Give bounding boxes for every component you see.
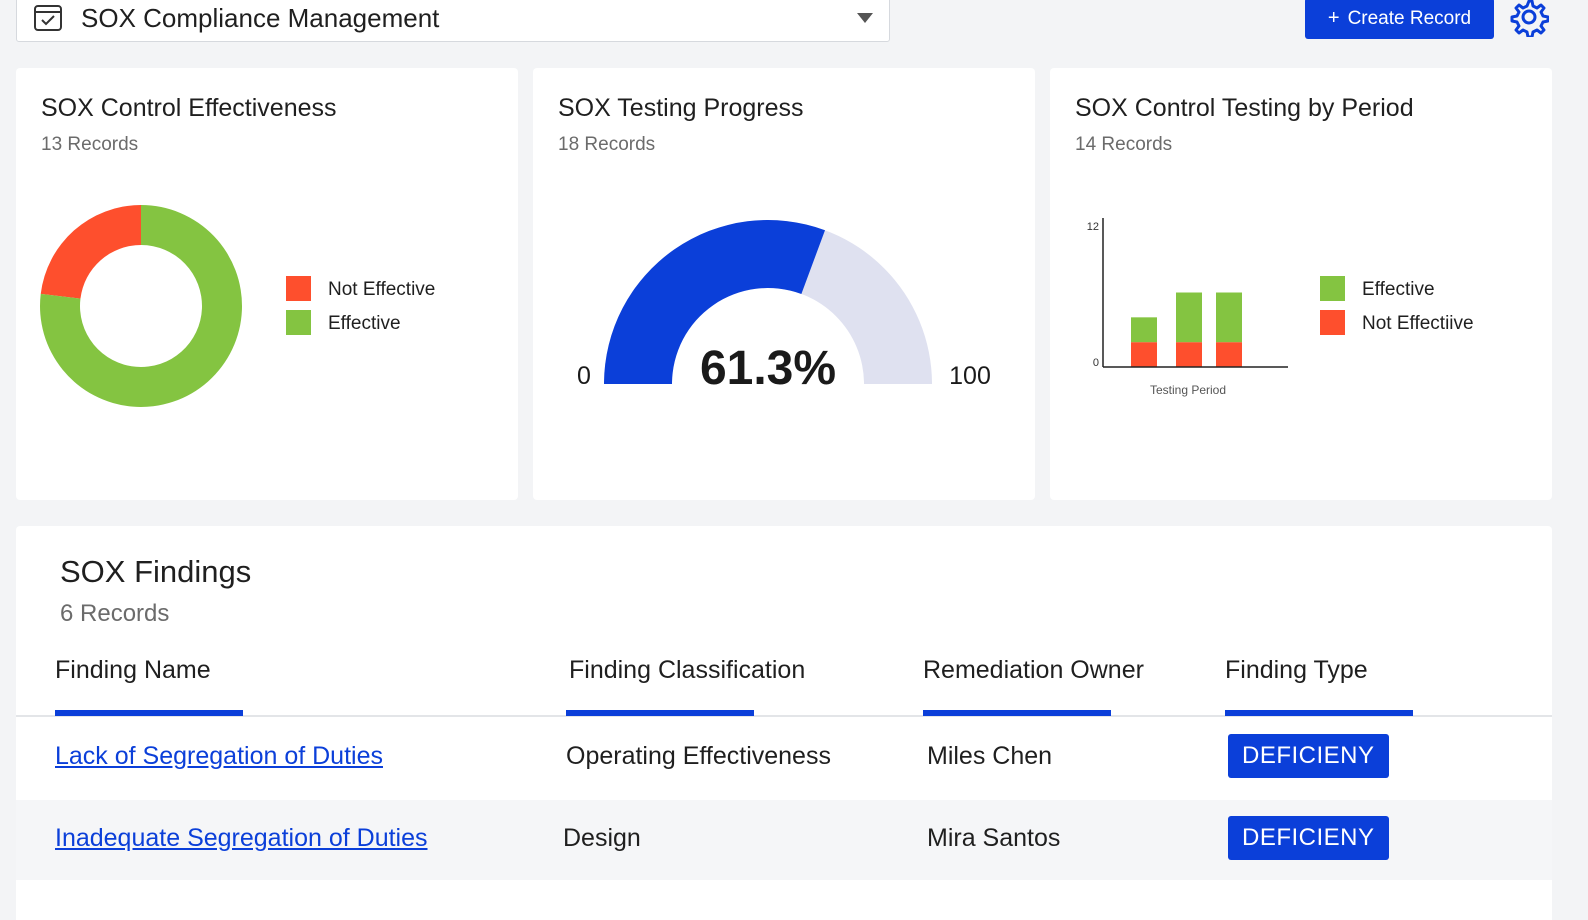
legend-swatch-not-effective xyxy=(286,276,311,301)
finding-classification: Design xyxy=(563,824,641,852)
donut-slice-effective[interactable] xyxy=(40,205,242,407)
legend-label-effective: Effective xyxy=(1362,279,1435,300)
legend-label-effective: Effective xyxy=(328,313,401,334)
finding-name-link[interactable]: Lack of Segregation of Duties xyxy=(55,742,383,770)
gauge-value-label: 61.3% xyxy=(700,342,836,395)
legend-swatch-effective xyxy=(1320,276,1345,301)
y-tick-label: 0 xyxy=(1093,357,1099,369)
testing-by-period-bar-chart: 12 0 Testing Period Effective Not Effect… xyxy=(1087,218,1474,397)
column-header-underline xyxy=(55,710,243,716)
bar-segment-effective[interactable] xyxy=(1216,292,1242,343)
legend-label-not-effective: Not Effective xyxy=(328,279,435,300)
card-record-count: 18 Records xyxy=(558,134,656,155)
gauge-min-label: 0 xyxy=(577,362,591,390)
chevron-down-icon[interactable] xyxy=(857,13,873,23)
bar-segment-not-effective[interactable] xyxy=(1176,342,1202,367)
control-effectiveness-card: SOX Control Effectiveness 13 Records Not… xyxy=(16,68,518,500)
card-title: SOX Control Testing by Period xyxy=(1075,94,1414,122)
gauge-fill xyxy=(604,220,826,384)
create-record-label: Create Record xyxy=(1347,7,1472,29)
column-header-underline xyxy=(923,710,1111,716)
findings-title: SOX Findings xyxy=(60,554,252,589)
finding-type-badge: DEFICIENY xyxy=(1228,734,1389,778)
legend-label-not-effective: Not Effectiive xyxy=(1362,313,1474,334)
finding-classification: Operating Effectiveness xyxy=(566,742,831,770)
card-record-count: 13 Records xyxy=(41,134,139,155)
bar-segment-not-effective[interactable] xyxy=(1131,342,1157,367)
header-divider xyxy=(16,715,1552,717)
bar-segment-not-effective[interactable] xyxy=(1216,342,1242,367)
column-header-finding-name[interactable]: Finding Name xyxy=(55,656,211,684)
legend-swatch-effective xyxy=(286,310,311,335)
y-tick-label: 12 xyxy=(1087,221,1099,233)
column-header-finding-classification[interactable]: Finding Classification xyxy=(569,656,806,684)
x-axis-label: Testing Period xyxy=(1150,383,1226,397)
app-title: SOX Compliance Management xyxy=(81,2,440,33)
testing-by-period-card: SOX Control Testing by Period 14 Records… xyxy=(1050,68,1552,500)
bar-segment-effective[interactable] xyxy=(1131,317,1157,343)
column-header-finding-type[interactable]: Finding Type xyxy=(1225,656,1368,684)
card-record-count: 14 Records xyxy=(1075,134,1173,155)
card-title: SOX Control Effectiveness xyxy=(41,94,337,122)
finding-type-badge: DEFICIENY xyxy=(1228,816,1389,860)
create-record-button[interactable]: + Create Record xyxy=(1305,0,1494,39)
gauge-max-label: 100 xyxy=(949,362,991,390)
app-selector[interactable]: SOX Compliance Management xyxy=(16,0,890,42)
testing-progress-card: SOX Testing Progress 18 Records 61.3% 0 … xyxy=(533,68,1035,500)
effectiveness-donut-chart: Not Effective Effective xyxy=(40,205,435,407)
checklist-icon xyxy=(33,3,63,33)
column-header-remediation-owner[interactable]: Remediation Owner xyxy=(923,656,1144,684)
remediation-owner: Miles Chen xyxy=(927,742,1053,770)
column-header-underline xyxy=(1225,710,1413,716)
remediation-owner: Mira Santos xyxy=(927,824,1061,852)
table-row: Inadequate Segregation of Duties Design … xyxy=(16,800,1552,880)
column-header-underline xyxy=(566,710,754,716)
bar-segment-effective[interactable] xyxy=(1176,292,1202,343)
legend-swatch-not-effective xyxy=(1320,310,1345,335)
plus-icon: + xyxy=(1327,7,1340,29)
table-row: Lack of Segregation of Duties Operating … xyxy=(16,718,1552,798)
gear-icon[interactable] xyxy=(1509,0,1549,37)
testing-progress-gauge: 61.3% 0 100 xyxy=(577,220,991,395)
card-title: SOX Testing Progress xyxy=(558,94,804,122)
donut-slice-not-effective[interactable] xyxy=(40,205,141,299)
findings-record-count: 6 Records xyxy=(60,600,170,627)
finding-name-link[interactable]: Inadequate Segregation of Duties xyxy=(55,824,428,852)
sox-findings-panel: SOX Findings 6 Records Finding Name Find… xyxy=(16,526,1552,920)
